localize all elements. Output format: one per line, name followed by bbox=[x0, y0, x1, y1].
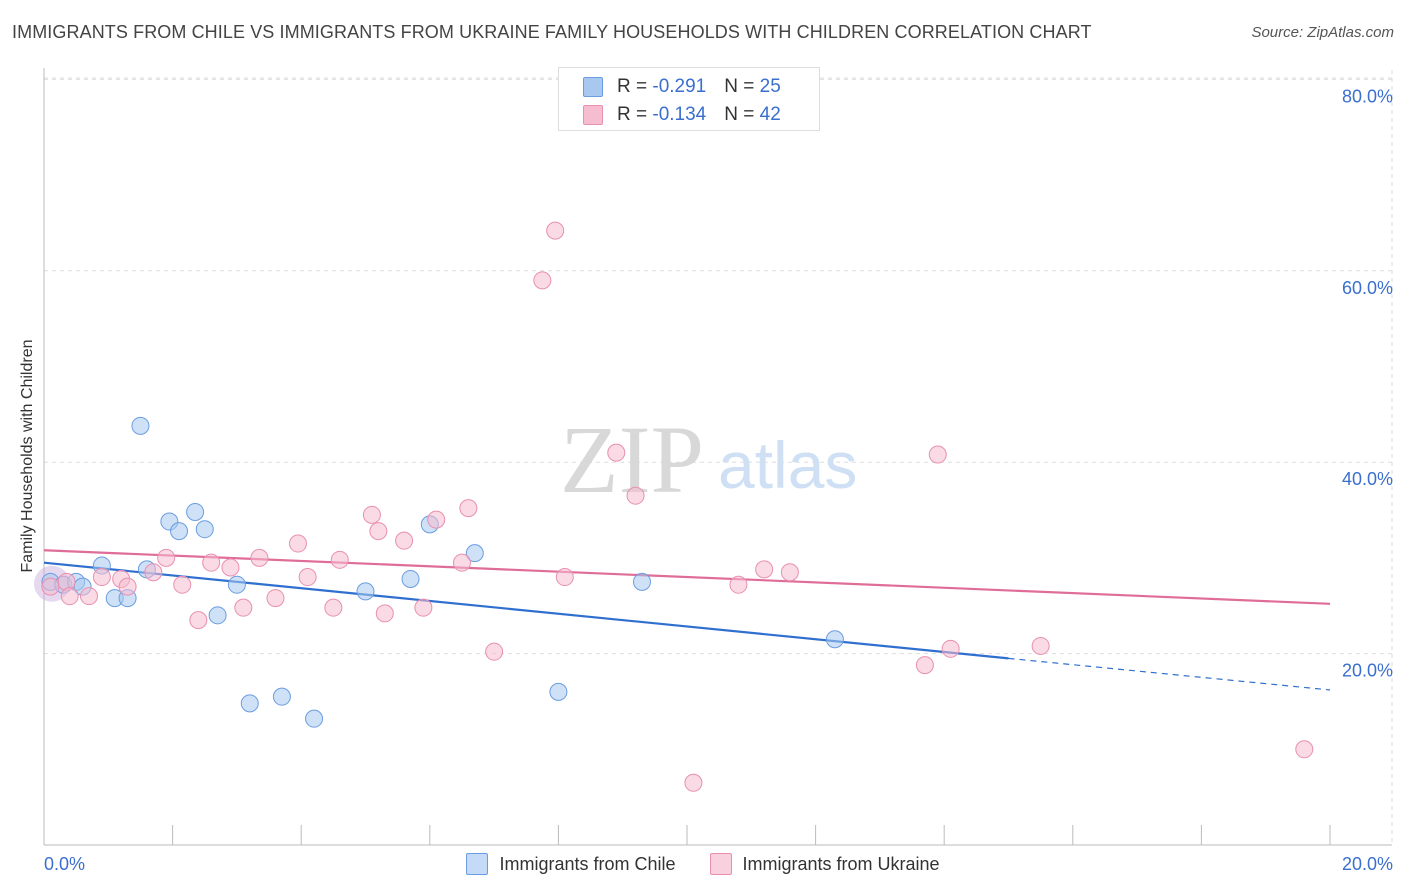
chart-title: IMMIGRANTS FROM CHILE VS IMMIGRANTS FROM… bbox=[12, 22, 1092, 42]
legend-item-chile[interactable]: Immigrants from Chile bbox=[466, 853, 676, 875]
chile-point bbox=[240, 694, 259, 713]
ukraine-point bbox=[414, 598, 433, 617]
x-tick-label: 0.0% bbox=[44, 854, 85, 874]
ukraine-point bbox=[452, 553, 471, 572]
ukraine-legend-swatch bbox=[709, 853, 732, 875]
ukraine-point bbox=[395, 531, 414, 550]
y-tick-label: 40.0% bbox=[1342, 469, 1393, 489]
chile-point bbox=[208, 606, 227, 625]
ukraine-point bbox=[375, 604, 394, 623]
chile-point bbox=[401, 569, 420, 588]
chile-point bbox=[186, 502, 205, 521]
ukraine-point bbox=[684, 773, 703, 792]
ukraine-point bbox=[234, 598, 253, 617]
ukraine-point bbox=[118, 577, 137, 596]
legend-row-ukraine: R = -0.134 N = 42 bbox=[583, 101, 781, 129]
chile-point bbox=[465, 544, 484, 563]
ukraine-point bbox=[173, 575, 192, 594]
chile-r-label: R = bbox=[617, 76, 653, 97]
ukraine-point bbox=[459, 499, 478, 518]
chile-point bbox=[131, 416, 150, 435]
chile-point bbox=[356, 582, 375, 601]
chile-legend-label: Immigrants from Chile bbox=[499, 853, 676, 874]
chile-legend-swatch bbox=[466, 853, 489, 875]
ukraine-point bbox=[626, 486, 645, 505]
ukraine-point bbox=[533, 271, 552, 290]
ukraine-legend-label: Immigrants from Ukraine bbox=[742, 853, 940, 874]
ukraine-n-label: N = bbox=[724, 104, 760, 125]
ukraine-swatch bbox=[583, 105, 603, 125]
tick-labels: 20.0% 40.0% 60.0% 80.0% 0.0% 20.0% bbox=[44, 86, 1393, 874]
grid-lines bbox=[44, 70, 1393, 845]
ukraine-point bbox=[780, 563, 799, 582]
ukraine-point bbox=[427, 510, 446, 529]
chile-point bbox=[195, 520, 214, 539]
chile-point bbox=[632, 572, 651, 591]
y-tick-label: 20.0% bbox=[1342, 661, 1393, 681]
ukraine-point bbox=[298, 568, 317, 587]
y-tick-label: 80.0% bbox=[1342, 86, 1393, 106]
correlation-legend: R = -0.291 N = 25 R = -0.134 N = 42 bbox=[558, 67, 820, 131]
watermark-atlas: atlas bbox=[718, 428, 857, 502]
ukraine-point bbox=[144, 563, 163, 582]
ukraine-point bbox=[485, 642, 504, 661]
ukraine-point bbox=[1295, 740, 1314, 759]
chile-point bbox=[272, 687, 291, 706]
legend-row-chile: R = -0.291 N = 25 bbox=[583, 73, 781, 101]
ukraine-point bbox=[189, 611, 208, 630]
ukraine-point bbox=[250, 548, 269, 567]
series-legend: Immigrants from Chile Immigrants from Uk… bbox=[0, 851, 1406, 877]
y-axis-label: Family Households with Children bbox=[19, 339, 36, 573]
legend-item-ukraine[interactable]: Immigrants from Ukraine bbox=[709, 853, 940, 875]
chile-point bbox=[549, 682, 568, 701]
ukraine-point bbox=[80, 587, 99, 606]
ukraine-point bbox=[362, 505, 381, 524]
data-points bbox=[34, 221, 1314, 792]
ukraine-point bbox=[221, 558, 240, 577]
ukraine-point bbox=[755, 560, 774, 579]
axes bbox=[43, 68, 1392, 846]
chile-point bbox=[227, 575, 246, 594]
ukraine-point bbox=[92, 568, 111, 587]
ukraine-r-label: R = bbox=[617, 104, 653, 125]
ukraine-point bbox=[915, 656, 934, 675]
ukraine-point bbox=[546, 221, 565, 240]
ukraine-point bbox=[202, 553, 221, 572]
ukraine-point bbox=[607, 443, 626, 462]
ukraine-point bbox=[288, 534, 307, 553]
ukraine-point bbox=[41, 577, 60, 596]
chile-point bbox=[305, 709, 324, 728]
chile-point bbox=[825, 630, 844, 649]
ukraine-point bbox=[729, 575, 748, 594]
watermark: ZIP atlas bbox=[560, 406, 857, 513]
chile-n-label: N = bbox=[724, 76, 760, 97]
chile-point bbox=[170, 522, 189, 541]
ukraine-n-value: 42 bbox=[759, 104, 781, 125]
ukraine-point bbox=[330, 550, 349, 569]
ukraine-point bbox=[941, 639, 960, 658]
y-tick-label: 60.0% bbox=[1342, 278, 1393, 298]
ukraine-point bbox=[266, 589, 285, 608]
ukraine-point bbox=[555, 568, 574, 587]
trend-line-chile-extension bbox=[1008, 657, 1331, 691]
ukraine-point bbox=[60, 587, 79, 606]
ukraine-point bbox=[928, 445, 947, 464]
ukraine-point bbox=[369, 522, 388, 541]
ukraine-point bbox=[324, 598, 343, 617]
ukraine-r-value: -0.134 bbox=[652, 104, 707, 125]
chile-r-value: -0.291 bbox=[652, 76, 707, 97]
ukraine-point bbox=[157, 548, 176, 567]
chile-n-value: 25 bbox=[759, 76, 781, 97]
trend-line-chile bbox=[43, 561, 1009, 660]
x-tick-label: 20.0% bbox=[1342, 854, 1393, 874]
ukraine-point bbox=[1031, 636, 1050, 655]
chile-swatch bbox=[583, 77, 603, 97]
source-label: Source: ZipAtlas.com bbox=[1251, 24, 1394, 41]
